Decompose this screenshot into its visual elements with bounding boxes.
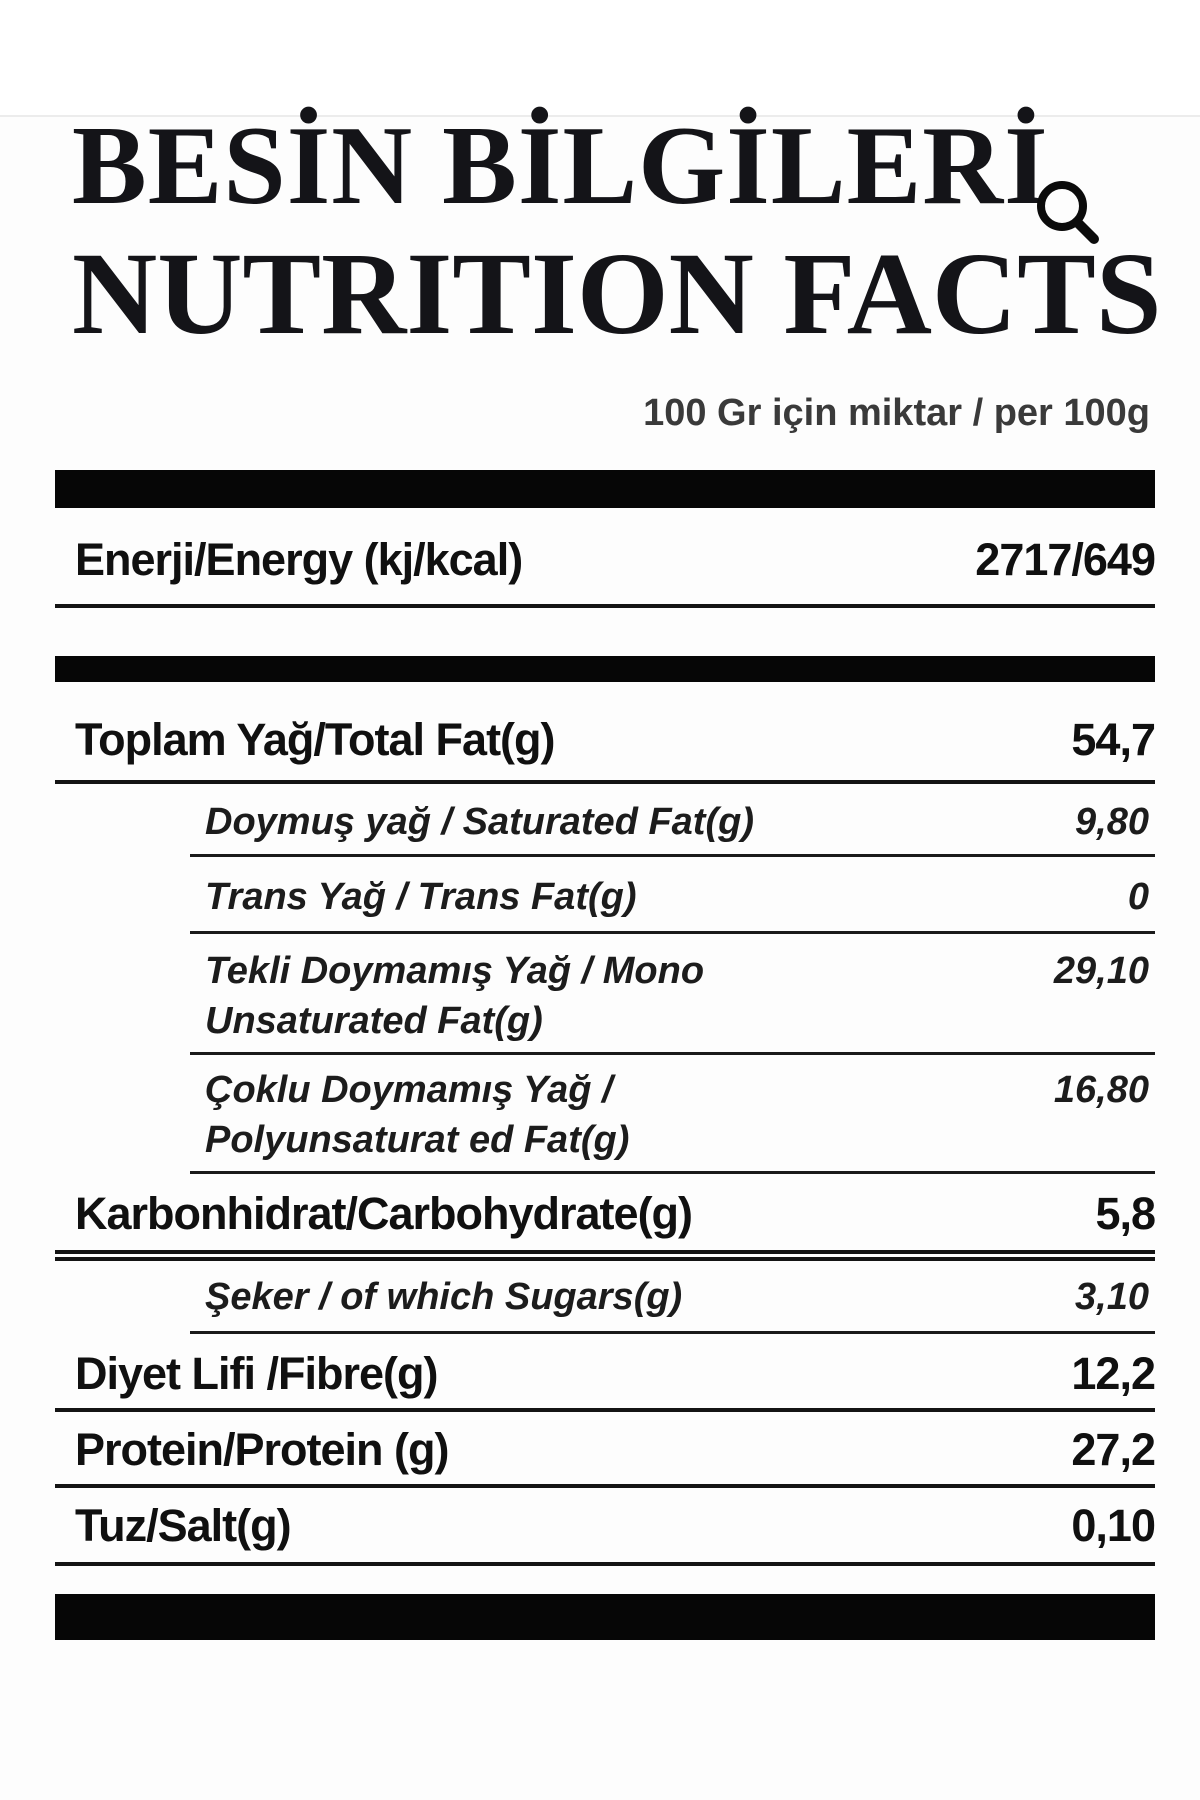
- row-salt: Tuz/Salt(g) 0,10: [55, 1488, 1156, 1566]
- row-saturated-fat: Doymuş yağ / Saturated Fat(g) 9,80: [190, 784, 1155, 857]
- row-sugars: Şeker / of which Sugars(g) 3,10: [190, 1261, 1155, 1334]
- page-title-english: NUTRITION FACTS: [72, 228, 1162, 359]
- divider-bar-top: [55, 470, 1155, 508]
- row-poly-unsaturated-fat: Çoklu Doymamış Yağ / Polyunsaturat ed Fa…: [190, 1055, 1155, 1174]
- row-value: 2717/649: [975, 534, 1156, 585]
- search-icon[interactable]: [1030, 178, 1118, 260]
- row-label: Enerji/Energy (kj/kcal): [75, 534, 523, 585]
- row-carbohydrate: Karbonhidrat/Carbohydrate(g) 5,8: [55, 1174, 1156, 1261]
- divider-bar-middle: [55, 656, 1155, 682]
- row-total-fat: Toplam Yağ/Total Fat(g) 54,7: [55, 682, 1156, 784]
- row-label: Toplam Yağ/Total Fat(g): [75, 714, 556, 765]
- row-label: Şeker / of which Sugars(g): [205, 1276, 683, 1318]
- row-fibre: Diyet Lifi /Fibre(g) 12,2: [55, 1334, 1156, 1412]
- divider-bar-bottom: [55, 1594, 1155, 1640]
- row-value: 5,8: [1095, 1188, 1156, 1239]
- row-value: 54,7: [1071, 714, 1156, 765]
- row-protein: Protein/Protein (g) 27,2: [55, 1412, 1156, 1488]
- row-label: Tekli Doymamış Yağ / Mono Unsaturated Fa…: [205, 950, 705, 1042]
- row-label: Doymuş yağ / Saturated Fat(g): [205, 801, 754, 843]
- row-value: 0,10: [1071, 1500, 1156, 1551]
- row-value: 12,2: [1071, 1348, 1156, 1399]
- page-title-turkish: BESİN BİLGİLERİ: [72, 104, 1049, 228]
- row-energy: Enerji/Energy (kj/kcal) 2717/649: [55, 508, 1156, 608]
- row-label: Trans Yağ / Trans Fat(g): [205, 876, 637, 918]
- row-label: Tuz/Salt(g): [75, 1500, 292, 1551]
- row-value: 0: [1127, 876, 1149, 918]
- label-card: [0, 115, 1200, 1800]
- row-trans-fat: Trans Yağ / Trans Fat(g) 0: [190, 857, 1155, 934]
- row-mono-unsaturated-fat: Tekli Doymamış Yağ / Mono Unsaturated Fa…: [190, 934, 1155, 1055]
- row-label: Protein/Protein (g): [75, 1424, 449, 1475]
- nutrition-table: Enerji/Energy (kj/kcal) 2717/649 Toplam …: [55, 470, 1156, 1640]
- row-label: Çoklu Doymamış Yağ / Polyunsaturat ed Fa…: [205, 1069, 630, 1161]
- row-label: Karbonhidrat/Carbohydrate(g): [75, 1188, 693, 1239]
- row-value: 29,10: [1053, 950, 1149, 992]
- row-value: 16,80: [1053, 1069, 1149, 1111]
- serving-note: 100 Gr için miktar / per 100g: [643, 392, 1150, 434]
- row-value: 3,10: [1075, 1276, 1149, 1318]
- row-value: 9,80: [1075, 801, 1149, 843]
- row-value: 27,2: [1071, 1424, 1156, 1475]
- row-label: Diyet Lifi /Fibre(g): [75, 1348, 438, 1399]
